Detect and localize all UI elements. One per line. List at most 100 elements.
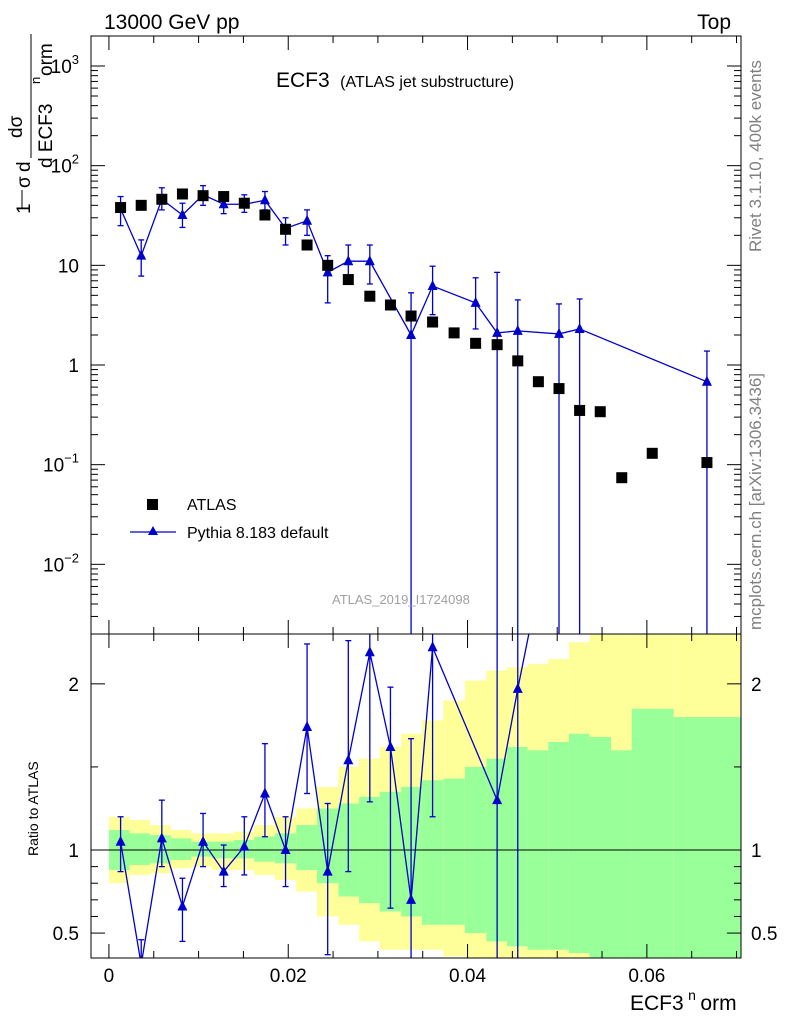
- y-axis-label-ratio: Ratio to ATLAS: [25, 761, 41, 856]
- mc-point: [322, 266, 333, 277]
- atlas-point: [238, 197, 250, 209]
- ratio-point: [198, 835, 209, 846]
- ratio-panel: 0.5 0.5 1 1 2 2 0 0.02 0.04 0.06: [53, 633, 777, 987]
- svg-text:d ECF3: d ECF3: [36, 104, 57, 168]
- mc-line: [119, 194, 708, 383]
- mc-point: [574, 322, 585, 333]
- y-tick-exp: 2: [72, 152, 79, 167]
- analysis-watermark: ATLAS_2019_I1724098: [332, 592, 470, 607]
- ratio-point: [492, 794, 503, 805]
- ratio-point: [259, 787, 270, 798]
- ratio-point: [512, 682, 523, 693]
- svg-text:orm: orm: [36, 43, 57, 76]
- y-tick-label: 102: [51, 152, 79, 178]
- atlas-point: [574, 404, 586, 416]
- atlas-point: [405, 310, 417, 322]
- atlas-point: [384, 299, 396, 311]
- ratio-point: [406, 893, 417, 904]
- uncertainty-band-inner: [170, 838, 192, 860]
- atlas-point: [135, 199, 147, 211]
- mc-point: [512, 324, 523, 335]
- y-tick-base: 10: [58, 256, 79, 277]
- rivet-info: Rivet 3.1.10, 400k events: [746, 60, 765, 252]
- ratio-point: [364, 646, 375, 657]
- atlas-point: [470, 337, 482, 349]
- mc-point: [218, 198, 229, 209]
- atlas-point: [553, 383, 565, 395]
- atlas-point: [646, 447, 658, 459]
- ratio-point: [427, 641, 438, 652]
- atlas-point: [364, 290, 376, 302]
- y-tick-base: 1: [68, 356, 79, 377]
- mc-point: [470, 296, 481, 307]
- uncertainty-band-inner: [254, 836, 275, 862]
- x-tick-label: 0.04: [449, 966, 486, 987]
- header-left: 13000 GeV pp: [104, 11, 239, 34]
- ratio-point: [385, 740, 396, 751]
- legend-marker-mc: [148, 526, 158, 535]
- ratio-point: [218, 865, 229, 876]
- y-tick-exp: −2: [64, 550, 79, 565]
- y-tick-exp: −1: [64, 451, 79, 466]
- ratio-y-tick-label: 2: [68, 675, 79, 696]
- legend-marker-atlas: [147, 499, 158, 510]
- uncertainty-band-inner: [589, 737, 611, 958]
- chart-title: ECF3 (ATLAS jet substructure): [276, 69, 514, 92]
- ratio-point: [239, 840, 250, 851]
- y-tick-base: 10: [43, 456, 64, 477]
- mc-point: [136, 249, 147, 260]
- atlas-point: [342, 274, 354, 286]
- atlas-point: [532, 376, 544, 388]
- atlas-point: [280, 223, 292, 235]
- y-tick-base: 10: [51, 57, 72, 78]
- uncertainty-band-inner: [673, 717, 741, 958]
- y-tick-label: 10−1: [43, 451, 79, 477]
- ratio-y-tick-label: 0.5: [53, 924, 79, 945]
- uncertainty-band-inner: [421, 780, 444, 925]
- svg-text:1: 1: [14, 203, 35, 214]
- y-tick-label: 1: [68, 356, 79, 377]
- ratio-point: [322, 865, 333, 876]
- svg-text:σ: σ: [14, 176, 35, 188]
- mc-point: [701, 375, 712, 386]
- y-tick-label: 10−2: [43, 550, 79, 576]
- atlas-point: [616, 472, 628, 484]
- mcplots-info: mcplots.cern.ch [arXiv:1306.3436]: [746, 373, 765, 630]
- x-tick-label: 0.02: [270, 966, 307, 987]
- atlas-point: [594, 406, 606, 418]
- atlas-point: [259, 209, 271, 221]
- atlas-point: [491, 339, 503, 351]
- y-tick-base: 10: [43, 555, 64, 576]
- mc-point: [177, 208, 188, 219]
- mc-point: [364, 255, 375, 266]
- header-right: Top: [697, 11, 731, 34]
- y-tick-label: 103: [51, 52, 79, 78]
- ratio-frame: [90, 633, 742, 959]
- ratio-y-tick-label-right: 2: [751, 675, 762, 696]
- mc-point: [554, 327, 564, 338]
- uncertainty-band-inner: [548, 742, 569, 950]
- atlas-point: [512, 355, 524, 367]
- ratio-y-tick-label-right: 0.5: [751, 924, 777, 945]
- uncertainty-band-inner: [568, 733, 590, 954]
- ratio-y-tick-label-right: 1: [751, 841, 762, 862]
- uncertainty-band-inner: [129, 833, 151, 865]
- legend-label-atlas: ATLAS: [187, 497, 237, 514]
- ratio-y-tick-label: 1: [68, 841, 79, 862]
- x-axis-label: ECF3 n orm: [630, 987, 737, 1015]
- atlas-point: [322, 259, 334, 271]
- atlas-point: [701, 457, 713, 469]
- atlas-point: [197, 190, 209, 202]
- mc-point: [302, 214, 313, 225]
- atlas-point: [176, 188, 188, 200]
- ratio-point: [115, 835, 126, 846]
- atlas-point: [448, 327, 460, 339]
- mc-point: [259, 194, 270, 205]
- mc-point: [343, 255, 354, 266]
- mc-point: [427, 280, 438, 291]
- x-tick-label: 0: [104, 966, 115, 987]
- mc-point: [406, 329, 417, 339]
- legend: ATLAS Pythia 8.183 default: [130, 497, 329, 542]
